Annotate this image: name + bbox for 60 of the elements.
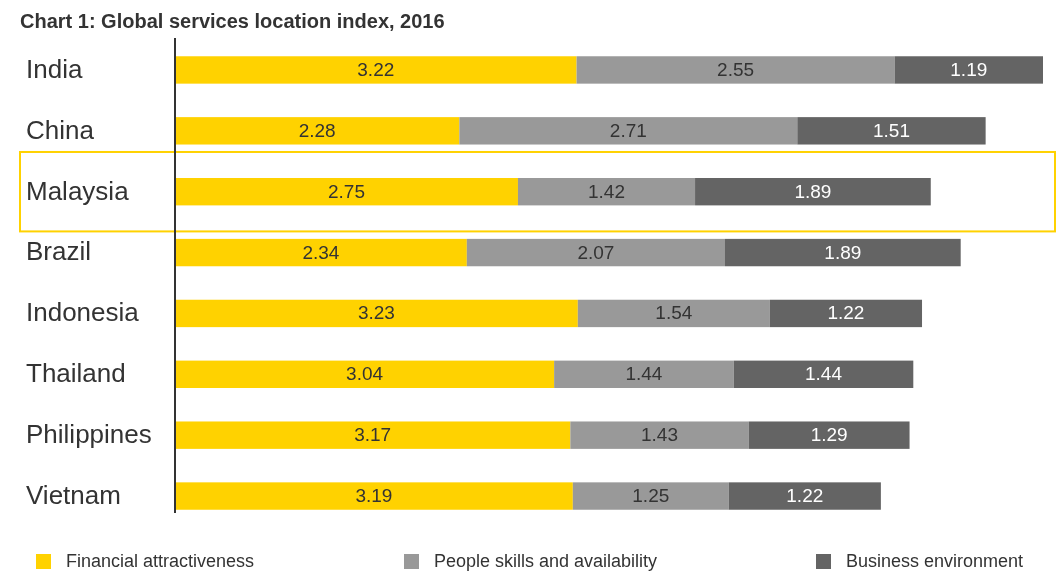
bar <box>175 482 573 510</box>
legend-label: People skills and availability <box>434 550 658 571</box>
data-label: 1.54 <box>655 302 693 324</box>
y-tick-label: Malaysia <box>26 175 130 206</box>
bar <box>769 299 923 328</box>
data-label: 2.75 <box>327 180 365 202</box>
data-label: 3.22 <box>357 58 395 80</box>
data-label: 1.22 <box>786 485 824 507</box>
data-label: 2.71 <box>609 119 647 141</box>
data-label: 2.07 <box>577 241 615 263</box>
data-label: 1.51 <box>872 119 910 141</box>
bar <box>459 117 798 145</box>
bar <box>175 421 571 449</box>
data-label: 1.89 <box>824 241 862 263</box>
bar <box>175 56 577 84</box>
bar <box>554 360 734 388</box>
data-label: 1.42 <box>588 180 625 202</box>
y-tick-label: China <box>26 114 95 145</box>
data-label: 1.43 <box>641 424 678 446</box>
y-tick-label: India <box>26 53 83 84</box>
bar <box>175 238 467 267</box>
data-label: 1.89 <box>794 180 832 202</box>
y-tick-label: Indonesia <box>26 297 140 328</box>
bar <box>570 421 749 449</box>
bar <box>517 178 696 206</box>
chart-title: Chart 1: Global services location index, 2016 <box>20 10 445 32</box>
data-label: 3.19 <box>355 485 393 507</box>
data-label: 1.29 <box>810 424 848 446</box>
data-label: 3.23 <box>357 302 395 324</box>
bar <box>466 238 725 267</box>
bar <box>572 482 729 510</box>
bar <box>175 360 555 388</box>
data-label: 2.34 <box>302 241 340 263</box>
data-label: 1.25 <box>632 485 670 507</box>
data-label: 1.22 <box>827 302 865 324</box>
legend-label: Financial attractiveness <box>66 550 255 571</box>
y-tick-label: Philippines <box>26 419 152 450</box>
data-label: 2.28 <box>298 119 336 141</box>
y-tick-label: Brazil <box>26 236 92 267</box>
bar <box>733 360 914 388</box>
data-label: 1.44 <box>805 363 843 385</box>
bar <box>724 238 961 267</box>
data-label: 1.19 <box>950 58 988 80</box>
data-label: 3.17 <box>354 424 392 446</box>
bar <box>577 299 770 328</box>
bar <box>175 178 518 206</box>
bar <box>728 482 881 510</box>
data-label: 2.55 <box>717 58 755 80</box>
bar <box>576 56 895 84</box>
bar <box>175 299 578 328</box>
bar <box>797 117 986 145</box>
bar <box>695 178 931 206</box>
y-tick-label: Vietnam <box>26 479 121 510</box>
bar <box>175 117 460 145</box>
data-label: 1.44 <box>625 363 663 385</box>
bar <box>894 56 1043 84</box>
legend-label: Business environment <box>846 550 1024 571</box>
data-label: 3.04 <box>346 363 384 385</box>
bar <box>748 421 910 449</box>
y-tick-label: Thailand <box>26 358 126 389</box>
